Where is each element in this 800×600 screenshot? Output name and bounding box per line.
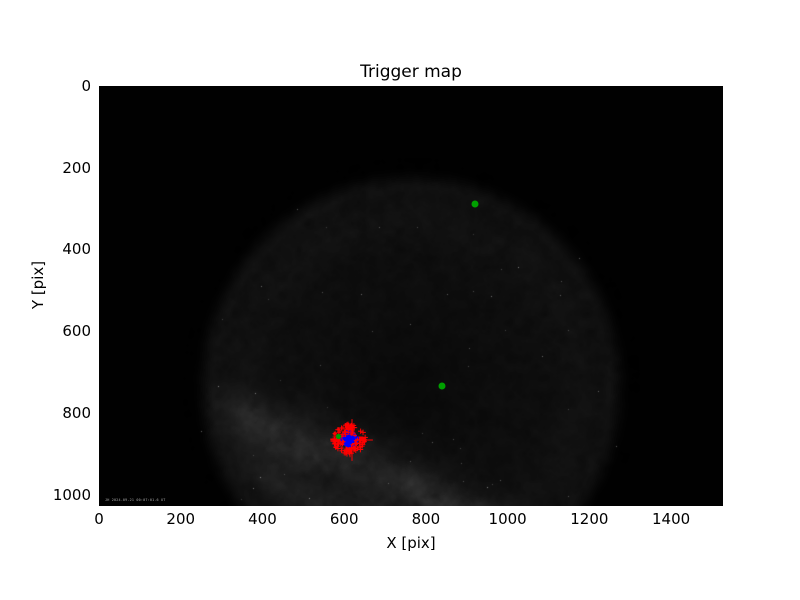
x-tick-label: 0 <box>94 510 104 528</box>
green-detection-marker <box>471 200 479 208</box>
x-tick-label: 1200 <box>570 510 609 528</box>
x-tick-label: 600 <box>329 510 359 528</box>
trigger-cluster-marker <box>314 404 384 474</box>
x-axis-label: X [pix] <box>386 534 436 552</box>
x-tick-label: 1000 <box>488 510 527 528</box>
sky-image-axes: JH 2024-09-21 00:07:01.6 UT <box>99 86 723 506</box>
page-title: Trigger map <box>360 62 462 82</box>
green-detection-marker <box>438 382 446 390</box>
x-tick-label: 400 <box>248 510 277 528</box>
x-tick-label: 1400 <box>652 510 691 528</box>
image-timestamp-stamp: JH 2024-09-21 00:07:01.6 UT <box>105 498 166 502</box>
x-tick-label: 200 <box>166 510 196 528</box>
all-sky-image <box>99 86 723 506</box>
y-axis-label: Y [pix] <box>29 260 47 310</box>
x-tick-label: 800 <box>411 510 441 528</box>
